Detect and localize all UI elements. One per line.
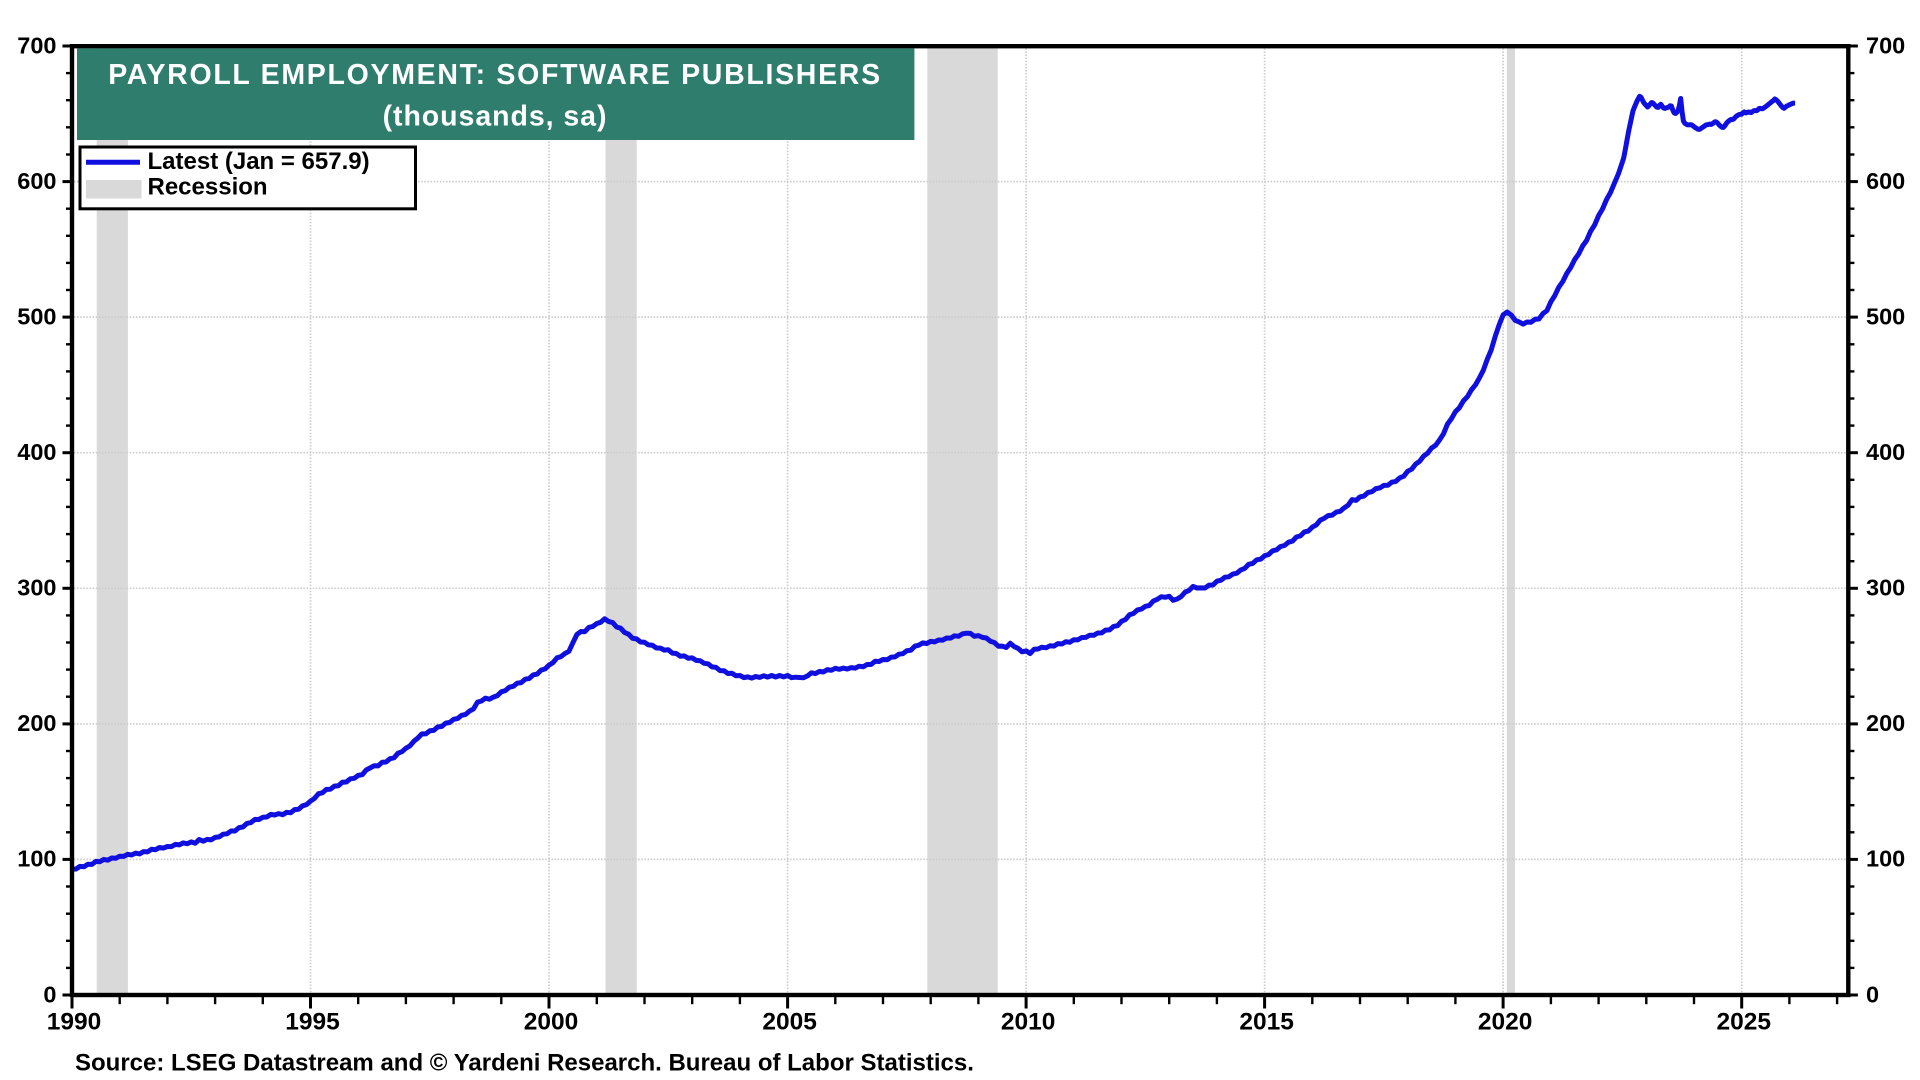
svg-text:600: 600 bbox=[17, 168, 56, 194]
svg-text:Source: LSEG Datastream and ©: Source: LSEG Datastream and © Yardeni Re… bbox=[75, 1050, 974, 1077]
svg-text:200: 200 bbox=[17, 710, 56, 736]
svg-text:PAYROLL EMPLOYMENT: SOFTWARE P: PAYROLL EMPLOYMENT: SOFTWARE PUBLISHERS bbox=[108, 59, 882, 91]
svg-text:2015: 2015 bbox=[1239, 1009, 1294, 1036]
svg-text:400: 400 bbox=[1866, 439, 1905, 465]
svg-text:0: 0 bbox=[43, 981, 56, 1007]
svg-text:100: 100 bbox=[1866, 846, 1905, 872]
svg-text:2020: 2020 bbox=[1478, 1009, 1533, 1036]
svg-text:600: 600 bbox=[1866, 168, 1905, 194]
svg-text:2025: 2025 bbox=[1716, 1009, 1771, 1036]
svg-text:500: 500 bbox=[1866, 303, 1905, 329]
svg-text:700: 700 bbox=[1866, 32, 1905, 58]
svg-text:300: 300 bbox=[17, 575, 56, 601]
svg-text:2000: 2000 bbox=[524, 1009, 579, 1036]
svg-text:Recession: Recession bbox=[148, 174, 268, 201]
svg-text:400: 400 bbox=[17, 439, 56, 465]
svg-text:500: 500 bbox=[17, 303, 56, 329]
svg-text:(thousands, sa): (thousands, sa) bbox=[383, 101, 608, 133]
svg-text:Latest (Jan = 657.9): Latest (Jan = 657.9) bbox=[148, 148, 370, 175]
svg-text:0: 0 bbox=[1866, 981, 1879, 1007]
svg-text:300: 300 bbox=[1866, 575, 1905, 601]
svg-text:2010: 2010 bbox=[1001, 1009, 1056, 1036]
svg-text:1995: 1995 bbox=[285, 1009, 340, 1036]
svg-text:2005: 2005 bbox=[762, 1009, 817, 1036]
svg-text:1990: 1990 bbox=[47, 1009, 102, 1036]
svg-text:100: 100 bbox=[17, 846, 56, 872]
svg-text:700: 700 bbox=[17, 32, 56, 58]
svg-text:200: 200 bbox=[1866, 710, 1905, 736]
